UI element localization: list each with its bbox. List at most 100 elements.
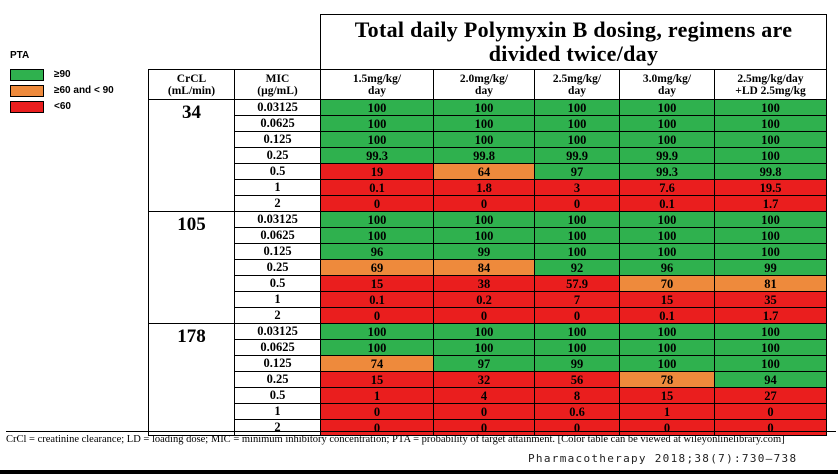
pta-value-cell: 100: [619, 131, 715, 148]
pta-value-cell: 100: [714, 131, 827, 148]
pta-value-cell: 99.9: [534, 147, 620, 164]
pta-value-cell: 100: [619, 99, 715, 116]
pta-value-cell: 100: [714, 211, 827, 228]
pta-value-cell: 56: [534, 371, 620, 388]
pta-value-cell: 15: [320, 371, 434, 388]
pta-value-cell: 0.1: [619, 307, 715, 324]
legend-label: ≥60 and < 90: [54, 85, 114, 96]
pta-value-cell: 100: [320, 99, 434, 116]
pta-value-cell: 0: [433, 307, 535, 324]
pta-value-cell: 100: [619, 243, 715, 260]
table-row: 0.0625 100 100 100 100 100: [149, 339, 827, 356]
pta-value-cell: 0: [320, 403, 434, 420]
pta-legend: PTA ≥90 ≥60 and < 90 <60: [10, 50, 114, 115]
pta-value-cell: 99.3: [320, 147, 434, 164]
crcl-header: CrCL (mL/min): [148, 69, 235, 100]
pta-value-cell: 38: [433, 275, 535, 292]
dose-header-line2: +LD 2.5mg/kg: [735, 84, 806, 97]
pta-value-cell: 96: [320, 243, 434, 260]
footnote: CrCl = creatinine clearance; LD = loadin…: [6, 431, 836, 445]
dose-header-line2: day: [475, 84, 493, 97]
pta-value-cell: 100: [534, 115, 620, 132]
pta-value-cell: 100: [619, 211, 715, 228]
mic-header-line2: (µg/mL): [257, 84, 298, 97]
legend-item-low: <60: [10, 99, 114, 114]
dose-header-line2: day: [658, 84, 676, 97]
pta-value-cell: 19.5: [714, 179, 827, 196]
pta-value-cell: 100: [714, 99, 827, 116]
dose-header-5: 2.5mg/kg/day +LD 2.5mg/kg: [714, 69, 827, 100]
pta-value-cell: 100: [320, 115, 434, 132]
pta-value-cell: 99.3: [619, 163, 715, 180]
pta-value-cell: 94: [714, 371, 827, 388]
dose-header-line1: 3.0mg/kg/: [642, 72, 692, 85]
pta-value-cell: 100: [433, 323, 535, 340]
pta-value-cell: 100: [619, 355, 715, 372]
mic-value-cell: 0.5: [234, 275, 321, 292]
dose-header-1: 1.5mg/kg/ day: [320, 69, 434, 100]
pta-value-cell: 35: [714, 291, 827, 308]
legend-label: <60: [54, 101, 71, 112]
dose-header-line1: 2.5mg/kg/day: [737, 72, 804, 85]
pta-value-cell: 0: [433, 195, 535, 212]
mic-value-cell: 0.25: [234, 371, 321, 388]
dose-header-line2: day: [368, 84, 386, 97]
pta-value-cell: 0.6: [534, 403, 620, 420]
table-row: 1 0.1 0.2 7 15 35: [149, 291, 827, 308]
legend-label: ≥90: [54, 69, 71, 80]
pta-value-cell: 100: [714, 323, 827, 340]
mic-header-line1: MIC: [265, 72, 290, 85]
dose-header-line2: day: [568, 84, 586, 97]
pta-value-cell: 78: [619, 371, 715, 388]
table-row: 0.5 15 38 57.9 70 81: [149, 275, 827, 292]
mic-value-cell: 0.03125: [234, 211, 321, 228]
pta-value-cell: 100: [433, 339, 535, 356]
legend-swatch-red: [10, 100, 44, 113]
pta-value-cell: 100: [534, 339, 620, 356]
pta-value-cell: 100: [433, 99, 535, 116]
mic-value-cell: 0.5: [234, 163, 321, 180]
pta-value-cell: 100: [619, 339, 715, 356]
crcl-value-cell: 178: [148, 323, 235, 436]
pta-value-cell: 7: [534, 291, 620, 308]
pta-value-cell: 15: [619, 387, 715, 404]
pta-value-cell: 100: [534, 227, 620, 244]
dose-header-line1: 2.0mg/kg/: [459, 72, 509, 85]
pta-value-cell: 0: [714, 403, 827, 420]
pta-value-cell: 1.8: [433, 179, 535, 196]
pta-value-cell: 64: [433, 163, 535, 180]
pta-value-cell: 0.1: [619, 195, 715, 212]
pta-value-cell: 4: [433, 387, 535, 404]
pta-value-cell: 100: [320, 211, 434, 228]
table-row: 0.125 100 100 100 100 100: [149, 131, 827, 148]
mic-value-cell: 0.0625: [234, 227, 321, 244]
mic-value-cell: 0.5: [234, 387, 321, 404]
citation: Pharmacotherapy 2018;38(7):730–738: [528, 452, 798, 465]
header-row: CrCL (mL/min) MIC (µg/mL) 1.5mg/kg/ day …: [148, 69, 827, 100]
pta-value-cell: 99: [714, 259, 827, 276]
pta-value-cell: 81: [714, 275, 827, 292]
crcl-header-line1: CrCL: [176, 72, 207, 85]
mic-value-cell: 0.03125: [234, 323, 321, 340]
pta-value-cell: 100: [619, 227, 715, 244]
pta-value-cell: 69: [320, 259, 434, 276]
mic-value-cell: 0.0625: [234, 339, 321, 356]
mic-value-cell: 1: [234, 179, 321, 196]
pta-value-cell: 0: [433, 403, 535, 420]
pta-value-cell: 100: [714, 147, 827, 164]
pta-value-cell: 96: [619, 259, 715, 276]
pta-value-cell: 74: [320, 355, 434, 372]
pta-value-cell: 15: [320, 275, 434, 292]
pta-value-cell: 100: [534, 211, 620, 228]
pta-value-cell: 100: [714, 227, 827, 244]
pta-value-cell: 100: [320, 131, 434, 148]
crcl-value-cell: 105: [148, 211, 235, 324]
mic-value-cell: 2: [234, 195, 321, 212]
table-row: 0.125 96 99 100 100 100: [149, 243, 827, 260]
legend-swatch-green: [10, 68, 44, 81]
mic-value-cell: 0.125: [234, 355, 321, 372]
table-title: Total daily Polymyxin B dosing, regimens…: [320, 14, 827, 70]
pta-value-cell: 0: [534, 195, 620, 212]
crcl-header-line2: (mL/min): [167, 84, 216, 97]
pta-value-cell: 8: [534, 387, 620, 404]
